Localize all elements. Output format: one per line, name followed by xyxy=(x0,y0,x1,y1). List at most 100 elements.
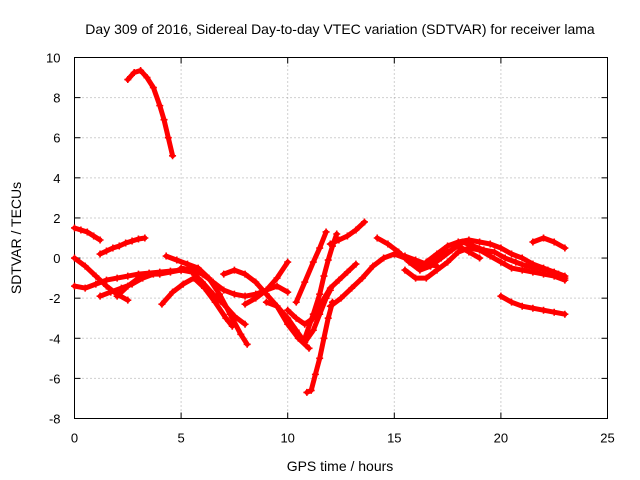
data-point xyxy=(190,274,198,282)
data-point xyxy=(486,240,494,248)
data-point xyxy=(316,244,324,252)
data-point xyxy=(71,254,78,262)
y-tick-label: 10 xyxy=(46,51,60,66)
data-point xyxy=(230,266,238,274)
data-point xyxy=(115,242,123,250)
data-point xyxy=(305,344,313,352)
data-point xyxy=(320,272,328,280)
data-point xyxy=(352,226,360,234)
data-point xyxy=(96,236,104,244)
data-point xyxy=(292,298,300,306)
data-point xyxy=(529,238,537,246)
data-point xyxy=(316,354,324,362)
x-tick-label: 15 xyxy=(387,431,401,446)
data-point xyxy=(486,252,494,260)
data-point xyxy=(241,292,249,300)
data-point xyxy=(322,228,330,236)
y-tick-label: 4 xyxy=(53,171,60,186)
data-point xyxy=(301,334,309,342)
axis-ticks: 0 5 10 15 20 25 -8 -6 -4 -2 0 2 4 6 8 10 xyxy=(46,51,615,446)
data-point xyxy=(141,234,149,242)
data-point xyxy=(348,284,356,292)
data-point xyxy=(160,116,168,124)
data-point xyxy=(128,237,136,245)
data-point xyxy=(343,268,351,276)
data-point xyxy=(156,270,164,278)
series-sat-22 xyxy=(402,245,568,283)
data-point xyxy=(529,304,537,312)
data-point xyxy=(465,244,473,252)
data-point xyxy=(476,238,484,246)
x-tick-label: 10 xyxy=(280,431,294,446)
x-tick-label: 25 xyxy=(600,431,614,446)
data-point xyxy=(444,248,452,256)
data-point xyxy=(465,236,473,244)
data-point xyxy=(252,278,260,286)
data-point xyxy=(301,278,309,286)
data-point xyxy=(412,274,420,282)
data-point xyxy=(158,300,166,308)
data-point xyxy=(491,248,499,256)
data-point xyxy=(96,292,104,300)
data-point xyxy=(81,262,89,270)
data-point xyxy=(369,262,377,270)
data-point xyxy=(303,388,311,396)
data-point xyxy=(561,272,569,280)
data-point xyxy=(173,256,181,264)
data-point xyxy=(143,74,151,82)
data-point xyxy=(273,282,281,290)
data-point xyxy=(252,294,260,302)
data-point xyxy=(92,280,100,288)
data-point xyxy=(230,290,238,298)
data-point xyxy=(130,69,138,77)
data-point xyxy=(237,330,245,338)
y-tick-label: -2 xyxy=(49,291,61,306)
data-point xyxy=(540,306,548,314)
data-point xyxy=(124,76,132,84)
y-tick-label: 6 xyxy=(53,131,60,146)
data-point xyxy=(156,102,164,110)
data-point xyxy=(71,282,78,290)
data-point xyxy=(422,274,430,282)
data-point xyxy=(301,320,309,328)
data-point xyxy=(113,274,121,282)
data-point xyxy=(444,242,452,250)
data-point xyxy=(109,244,117,252)
data-point xyxy=(324,314,332,322)
chart-title: Day 309 of 2016, Sidereal Day-to-day VTE… xyxy=(85,21,595,37)
data-point xyxy=(179,280,187,288)
data-point xyxy=(540,270,548,278)
data-series xyxy=(71,67,569,396)
plot-frame xyxy=(74,57,608,419)
data-point xyxy=(145,270,153,278)
data-point xyxy=(273,274,281,282)
data-point xyxy=(320,334,328,342)
data-point xyxy=(333,230,341,238)
data-point xyxy=(476,254,484,262)
x-tick-label: 5 xyxy=(177,431,184,446)
data-point xyxy=(188,266,196,274)
data-point xyxy=(343,232,351,240)
data-point xyxy=(102,276,110,284)
data-point xyxy=(316,290,324,298)
data-point xyxy=(561,310,569,318)
data-point xyxy=(335,276,343,284)
data-point xyxy=(540,234,548,242)
data-point xyxy=(360,218,368,226)
data-point xyxy=(292,326,300,334)
data-point xyxy=(501,254,509,262)
data-point xyxy=(309,258,317,266)
series-sat-8 xyxy=(159,275,235,329)
data-point xyxy=(241,320,249,328)
data-point xyxy=(518,266,526,274)
data-point xyxy=(262,298,270,306)
data-point xyxy=(454,248,462,256)
data-point xyxy=(550,268,558,276)
data-point xyxy=(326,240,334,248)
y-axis-label: SDTVAR / TECUs xyxy=(8,182,24,294)
data-point xyxy=(220,286,228,294)
data-point xyxy=(201,284,209,292)
data-point xyxy=(529,260,537,268)
data-point xyxy=(137,67,145,75)
data-point xyxy=(476,246,484,254)
